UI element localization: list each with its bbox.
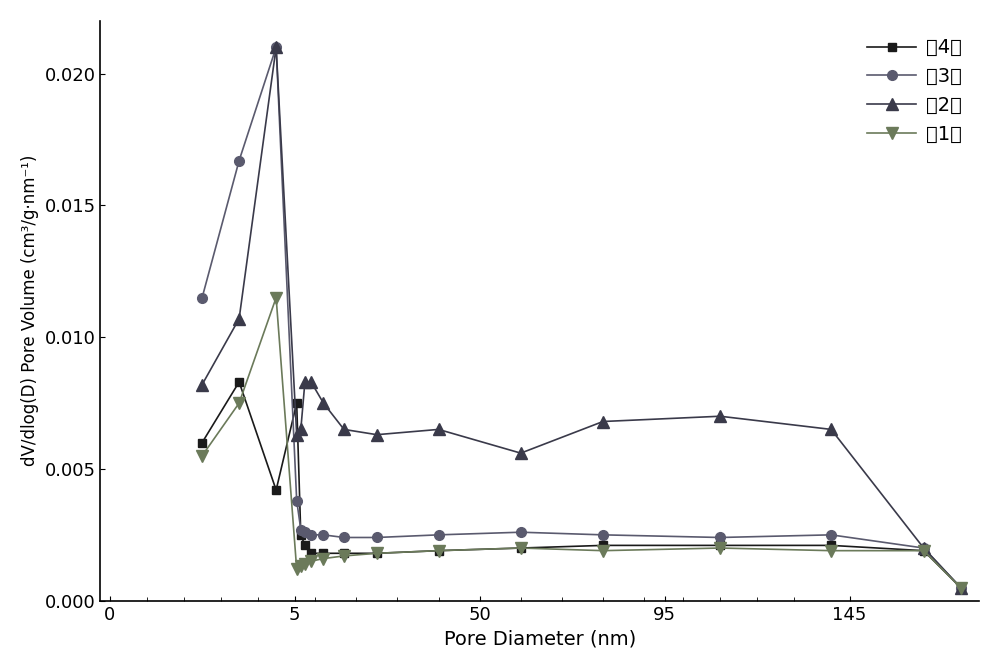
第1批	[433, 547, 445, 555]
第2批	[371, 431, 383, 439]
第4批	[233, 378, 245, 386]
Line: 第4批: 第4批	[198, 378, 965, 592]
第4批	[295, 531, 307, 539]
第2批	[714, 412, 726, 420]
Legend: 第4批, 第3批, 第2批, 第1批: 第4批, 第3批, 第2批, 第1批	[860, 31, 969, 151]
第1批	[196, 452, 208, 460]
第2批	[825, 425, 837, 434]
第4批	[317, 549, 329, 557]
第4批	[433, 547, 445, 555]
第1批	[714, 544, 726, 552]
第2批	[295, 425, 307, 434]
第4批	[299, 541, 311, 549]
第2批	[338, 425, 350, 434]
第4批	[714, 541, 726, 549]
第2批	[196, 381, 208, 389]
X-axis label: Pore Diameter (nm): Pore Diameter (nm)	[444, 629, 636, 648]
第2批	[305, 378, 317, 386]
第4批	[270, 486, 282, 494]
第2批	[270, 43, 282, 52]
第1批	[825, 547, 837, 555]
第1批	[233, 399, 245, 407]
第4批	[338, 549, 350, 557]
第3批	[233, 157, 245, 165]
第2批	[955, 583, 967, 591]
第2批	[918, 544, 930, 552]
第3批	[196, 294, 208, 302]
第3批	[597, 531, 609, 539]
Line: 第2批: 第2批	[197, 41, 966, 593]
第3批	[371, 533, 383, 541]
第1批	[918, 547, 930, 555]
第4批	[371, 549, 383, 557]
第2批	[233, 314, 245, 322]
第3批	[291, 496, 303, 504]
第4批	[918, 547, 930, 555]
第4批	[291, 399, 303, 407]
第4批	[305, 549, 317, 557]
第1批	[317, 555, 329, 563]
第1批	[338, 552, 350, 560]
第3批	[305, 531, 317, 539]
第3批	[515, 529, 527, 537]
第4批	[196, 439, 208, 447]
第1批	[597, 547, 609, 555]
第1批	[515, 544, 527, 552]
第4批	[825, 541, 837, 549]
第2批	[317, 399, 329, 407]
Line: 第3批: 第3批	[197, 42, 966, 593]
第3批	[317, 531, 329, 539]
第3批	[295, 526, 307, 534]
第1批	[299, 560, 311, 568]
第3批	[433, 531, 445, 539]
第3批	[955, 583, 967, 591]
第3批	[270, 43, 282, 52]
第3批	[299, 529, 311, 537]
第1批	[371, 549, 383, 557]
第4批	[597, 541, 609, 549]
第3批	[825, 531, 837, 539]
第3批	[714, 533, 726, 541]
Y-axis label: dV/dlog(D) Pore Volume (cm³/g·nm⁻¹): dV/dlog(D) Pore Volume (cm³/g·nm⁻¹)	[21, 155, 39, 466]
第1批	[270, 294, 282, 302]
第2批	[291, 431, 303, 439]
第1批	[291, 565, 303, 573]
第4批	[515, 544, 527, 552]
第1批	[955, 583, 967, 591]
第4批	[955, 583, 967, 591]
第2批	[597, 417, 609, 425]
第1批	[295, 563, 307, 571]
第3批	[338, 533, 350, 541]
第2批	[433, 425, 445, 434]
第2批	[515, 449, 527, 457]
第1批	[305, 557, 317, 565]
第2批	[299, 378, 311, 386]
Line: 第1批: 第1批	[197, 292, 966, 593]
第3批	[918, 544, 930, 552]
